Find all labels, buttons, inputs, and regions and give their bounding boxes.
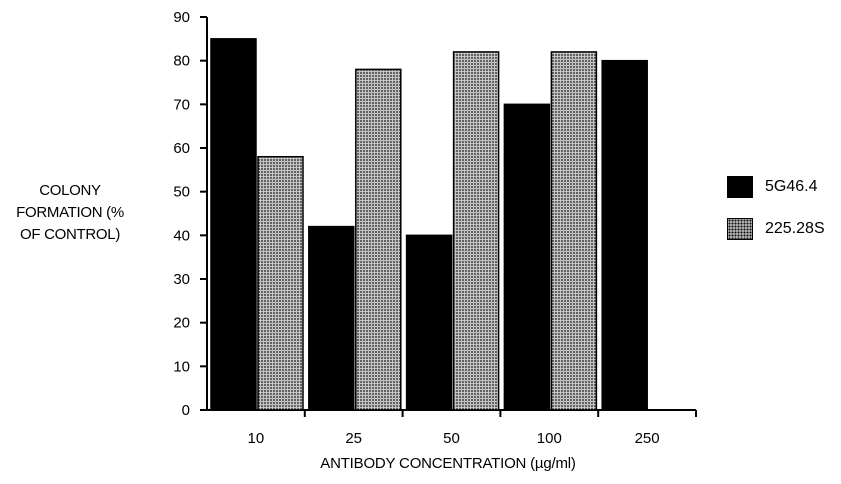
- x-tick-label: 50: [443, 430, 460, 447]
- bar-series-2: [257, 155, 304, 411]
- x-tick-label: 100: [537, 430, 562, 447]
- y-tick-label: 10: [173, 358, 190, 375]
- y-axis-label-line-2: FORMATION (%: [16, 204, 124, 221]
- y-axis-label-line-3: OF CONTROL): [19, 226, 121, 243]
- y-tick-label: 30: [173, 271, 190, 288]
- bar-series-1: [503, 103, 551, 411]
- bar-series-2: [355, 68, 402, 411]
- y-tick-label: 60: [173, 140, 190, 157]
- x-tick-label: 10: [248, 430, 265, 447]
- x-tick-label: 250: [635, 430, 660, 447]
- legend-label-series-1: 5G46.4: [765, 178, 818, 195]
- y-tick-label: 0: [182, 402, 190, 419]
- y-tick-label: 70: [173, 96, 190, 113]
- y-tick-label: 40: [173, 227, 190, 244]
- legend: 5G46.4 225.28S: [727, 176, 825, 260]
- legend-swatch-solid: [727, 176, 753, 198]
- bar-series-2: [550, 51, 598, 411]
- bar-series-1: [210, 38, 257, 411]
- y-tick-label: 50: [173, 184, 190, 201]
- y-tick-label: 90: [173, 9, 190, 26]
- bar-series-1: [601, 59, 648, 411]
- y-tick-label: 20: [173, 315, 190, 332]
- x-tick-label: 25: [345, 430, 362, 447]
- y-axis-label-line-1: COLONY: [39, 182, 101, 199]
- legend-item-series-2: 225.28S: [727, 218, 825, 240]
- legend-label-series-2: 225.28S: [765, 220, 825, 237]
- legend-swatch-stippled: [727, 218, 753, 240]
- y-tick-label: 80: [173, 53, 190, 70]
- bar-series-1: [405, 234, 453, 411]
- bar-series-2: [452, 51, 500, 411]
- bars: [210, 38, 648, 411]
- legend-item-series-1: 5G46.4: [727, 176, 825, 198]
- bar-series-1: [308, 225, 355, 411]
- tick-labels: 0 10 20 30 40 50 60 70 80 90 10 25 50 100 250: [173, 9, 659, 447]
- x-axis-label: ANTIBODY CONCENTRATION (µg/ml): [320, 455, 576, 472]
- y-axis-label: COLONY FORMATION (% OF CONTROL): [0, 180, 140, 246]
